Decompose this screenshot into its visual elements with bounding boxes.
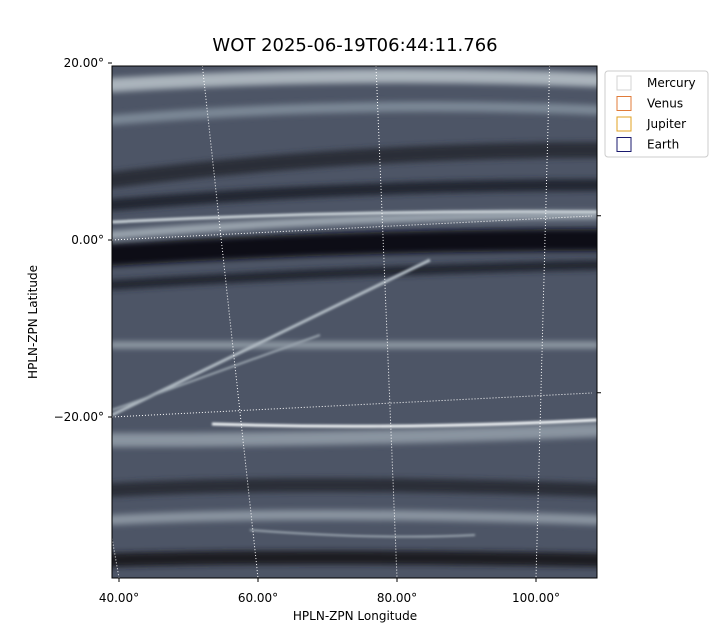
y-tick-label: 0.00° [71,233,104,247]
image [112,66,597,578]
x-tick-label: 80.00° [377,591,417,605]
legend-swatch [616,75,632,91]
y-axis-label: HPLN-ZPN Latitude [26,265,40,379]
legend-swatch [616,96,632,111]
grid-line [535,66,551,578]
legend-label: Jupiter [646,117,686,131]
plot-frame [111,65,598,579]
legend-swatch [616,137,632,152]
grid-line [112,215,593,241]
legend: Mercury Venus Jupiter Earth [604,70,709,158]
x-axis-label: HPLN-ZPN Longitude [293,609,417,623]
legend-frame [604,70,709,158]
grid [112,66,593,578]
x-tick-label: 60.00° [238,591,278,605]
x-tick-label: 100.00° [512,591,560,605]
y-tick-label: 20.00° [64,56,104,70]
legend-label: Mercury [647,76,696,90]
legend-label: Earth [647,138,679,152]
legend-label: Venus [647,97,683,111]
grid-line [201,66,259,578]
chart-title: WOT 2025-06-19T06:44:11.766 [212,35,497,56]
grid-line [112,535,120,578]
grid-line [112,392,593,418]
y-tick-label: −20.00° [54,410,104,424]
x-tick-label: 40.00° [99,591,139,605]
legend-swatch [616,116,632,132]
